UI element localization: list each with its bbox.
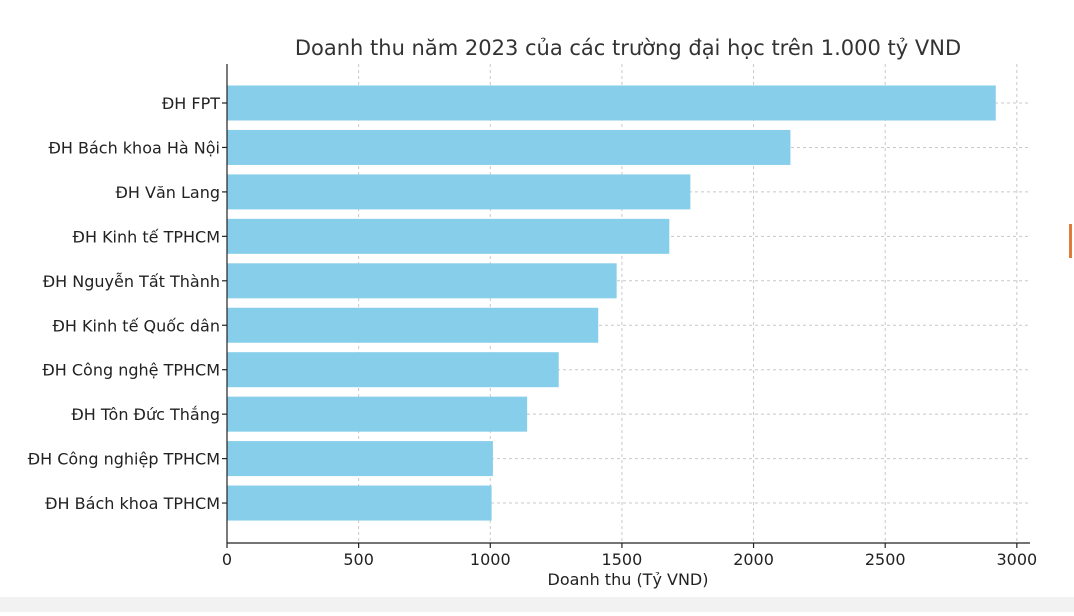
category-label: ĐH Tôn Đức Thắng (71, 405, 220, 424)
category-label: ĐH Bách khoa Hà Nội (48, 138, 220, 157)
bar (227, 352, 559, 388)
bar (227, 396, 528, 432)
x-axis-label: Doanh thu (Tỷ VND) (548, 570, 709, 589)
category-label: ĐH Kinh tế Quốc dân (52, 316, 220, 335)
x-tick-label: 500 (343, 550, 374, 569)
chart-title: Doanh thu năm 2023 của các trường đại họ… (295, 36, 961, 60)
bar (227, 263, 617, 299)
x-tick-label: 2000 (733, 550, 774, 569)
bar (227, 174, 691, 210)
axes-layer (226, 64, 1030, 544)
category-label: ĐH Nguyễn Tất Thành (43, 272, 220, 291)
bar (227, 218, 670, 254)
side-accent-mark (1069, 224, 1072, 258)
category-label: ĐH Văn Lang (115, 183, 220, 202)
category-label: ĐH Kinh tế TPHCM (73, 227, 220, 246)
bars-layer (227, 85, 996, 521)
x-tick-label: 2500 (865, 550, 906, 569)
bottom-strip (0, 597, 1074, 612)
category-label: ĐH Công nghiệp TPHCM (28, 450, 220, 469)
x-tick-label: 1000 (470, 550, 511, 569)
bar (227, 441, 493, 477)
category-label: ĐH Bách khoa TPHCM (45, 494, 220, 513)
bar (227, 307, 599, 343)
bar (227, 485, 492, 521)
x-tick-label: 0 (222, 550, 232, 569)
category-label: ĐH FPT (162, 94, 220, 113)
bar (227, 85, 996, 121)
category-label-layer: ĐH FPT ĐH Bách khoa Hà Nội ĐH Văn Lang ĐH K… (28, 94, 227, 513)
category-label: ĐH Công nghệ TPHCM (42, 361, 220, 380)
bar (227, 129, 791, 165)
x-tick-label: 1500 (602, 550, 643, 569)
x-tick-layer: 0 500 1000 1500 2000 2500 3000 (222, 543, 1037, 569)
x-tick-label: 3000 (996, 550, 1037, 569)
